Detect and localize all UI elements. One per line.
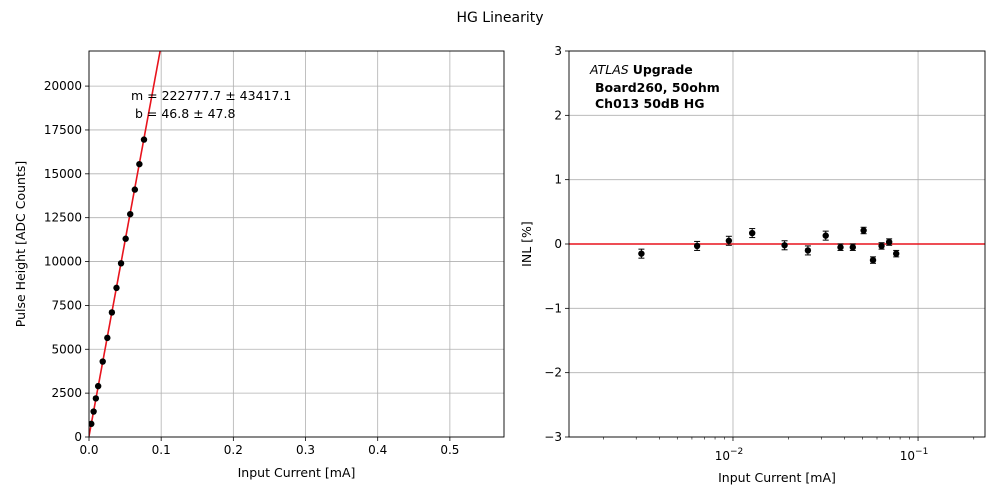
y-tick-label: −2 (544, 366, 562, 380)
x-tick-label: 0.1 (152, 443, 171, 457)
data-point (131, 186, 139, 193)
data-point (117, 260, 125, 267)
data-point (113, 284, 120, 292)
y-tick-label: 7500 (51, 298, 82, 312)
y-tick-label: 17500 (44, 123, 82, 137)
data-point (94, 382, 102, 390)
y-axis-label: INL [%] (519, 221, 534, 267)
data-point (127, 210, 134, 218)
data-point (90, 408, 97, 415)
fit-intercept-label: b = 46.8 ± 47.8 (135, 106, 235, 121)
y-tick-label: 5000 (51, 342, 82, 356)
data-point (849, 244, 856, 251)
channel-label: Ch013 50dB HG (595, 96, 704, 111)
data-point (92, 395, 100, 402)
data-point (822, 232, 829, 239)
x-axis-label: Input Current [mA] (718, 470, 836, 485)
y-tick-label: 1 (554, 173, 562, 187)
fit-slope-label: m = 222777.7 ± 43417.1 (131, 88, 291, 103)
data-point (725, 237, 733, 244)
data-point (638, 250, 645, 257)
left-axes-frame (88, 50, 505, 438)
data-point (893, 250, 900, 257)
x-tick-label: 0.5 (440, 443, 459, 457)
linearity-plot: 0.0 0.1 0.2 0.3 0.4 0.5 0 2500 5000 7500 10000 1250… (13, 50, 505, 480)
right-axes-frame (568, 50, 986, 438)
data-point (748, 229, 756, 237)
inl-plot: 10−2 10−1 −3 −2 −1 0 1 2 3 ATLAS Upgrade Board260,… (519, 44, 986, 485)
data-point (860, 227, 867, 234)
y-tick-label: 0 (554, 237, 562, 251)
board-label: Board260, 50ohm (595, 80, 720, 95)
data-point (104, 334, 111, 342)
y-tick-label: 2500 (51, 386, 82, 400)
data-point (885, 238, 893, 246)
x-tick-label: 0.3 (296, 443, 315, 457)
y-tick-label: 15000 (44, 167, 82, 181)
data-point (693, 242, 701, 250)
fit-line (89, 51, 161, 437)
data-point (878, 242, 885, 250)
data-point (837, 244, 844, 251)
y-tick-label: 2 (554, 108, 562, 122)
y-tick-label: 12500 (44, 211, 82, 225)
x-axis-label: Input Current [mA] (238, 465, 356, 480)
y-axis-label: Pulse Height [ADC Counts] (13, 161, 28, 327)
x-tick-label: 10−1 (900, 447, 929, 463)
data-point (804, 247, 812, 254)
x-tick-label: 0.4 (368, 443, 387, 457)
data-point (781, 242, 788, 249)
x-tick-label: 10−2 (715, 447, 744, 463)
y-tick-label: 20000 (44, 79, 82, 93)
data-point (108, 309, 116, 316)
atlas-label: ATLAS Upgrade (589, 62, 693, 77)
data-point (869, 256, 877, 264)
y-tick-label: 10000 (44, 255, 82, 269)
data-point (89, 420, 95, 428)
x-tick-label: 0.2 (224, 443, 243, 457)
data-point (136, 160, 143, 168)
y-tick-label: 0 (74, 430, 82, 444)
data-point (140, 136, 148, 143)
y-tick-label: 3 (554, 44, 562, 58)
y-tick-label: −1 (544, 301, 562, 315)
x-tick-label: 0.0 (79, 443, 98, 457)
y-tick-label: −3 (544, 430, 562, 444)
data-point (122, 235, 129, 242)
data-point (99, 358, 106, 365)
figure-title: HG Linearity (456, 10, 543, 26)
